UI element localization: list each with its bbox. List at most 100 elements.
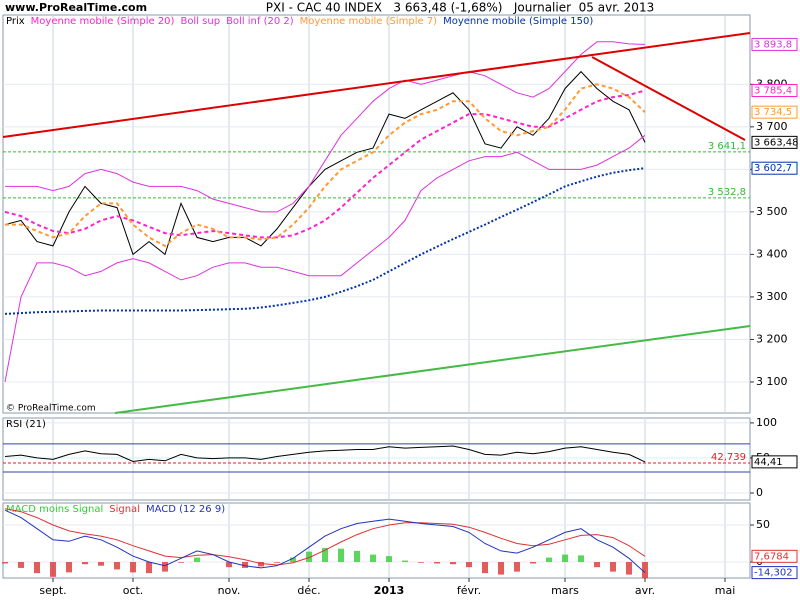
level-label: 42,739 [711, 452, 746, 463]
histogram-bar [482, 562, 488, 574]
value-label: 7,6784 [754, 551, 789, 562]
trend-line [591, 56, 746, 141]
legend-entry: Moyenne mobile (Simple 7) [300, 16, 438, 27]
y-tick-label: 3 400 [756, 247, 788, 260]
histogram-bar [642, 562, 648, 579]
panel [2, 502, 751, 579]
histogram-bar [274, 562, 280, 563]
y-tick-label: 3 300 [756, 290, 788, 303]
x-tick-label: sept. [39, 584, 66, 597]
page-title: PXI - CAC 40 INDEX 3 663,48 (-1,68%) Jou… [266, 1, 654, 15]
histogram-bar [2, 562, 8, 564]
histogram-bar [402, 560, 408, 563]
histogram-bar [98, 562, 104, 566]
histogram-bar [306, 551, 312, 563]
y-tick-label: 0 [756, 486, 763, 499]
histogram-bar [434, 562, 440, 564]
panel [2, 14, 751, 414]
x-tick-label: mars [551, 584, 579, 597]
copyright: © ProRealTime.com [6, 404, 96, 414]
series-line [4, 445, 646, 463]
histogram-bar [386, 556, 392, 563]
histogram-bar [450, 562, 456, 565]
x-tick-label: 2013 [374, 584, 405, 597]
legend-entry: Boll sup [180, 16, 220, 27]
histogram-bar [162, 562, 168, 572]
y-tick-label: 3 100 [756, 375, 788, 388]
legend-entry: Prix [6, 16, 25, 27]
value-label: 3 893,8 [754, 39, 792, 50]
value-label: 3 785,4 [754, 86, 792, 97]
series-line [5, 41, 646, 213]
value-label-box [751, 455, 798, 469]
histogram-bar [18, 562, 24, 568]
value-label-box [751, 105, 798, 119]
value-label: -14,302 [754, 568, 793, 579]
histogram-bar [34, 562, 40, 574]
histogram-bar [514, 562, 520, 572]
y-tick-label: 3 500 [756, 205, 788, 218]
level-label: 3 532,8 [708, 187, 746, 198]
histogram-bar [530, 562, 536, 564]
histogram-bar [178, 562, 184, 563]
histogram-bar [418, 562, 424, 563]
x-tick-label: oct. [123, 584, 144, 597]
value-label: 44,41 [754, 457, 783, 468]
watermark: www.ProRealTime.com [5, 1, 147, 14]
legend-entry: MACD (12 26 9) [146, 504, 225, 515]
y-tick-label: 100 [756, 416, 777, 429]
histogram-bar [610, 562, 616, 572]
histogram-bar [194, 557, 200, 563]
histogram-bar [370, 554, 376, 563]
histogram-bar [146, 562, 152, 574]
value-label-box [751, 566, 798, 580]
y-tick-label: 3 200 [756, 332, 788, 345]
series-line [5, 83, 646, 248]
legend-entry: MACD moins Signal [6, 504, 103, 515]
trend-line [114, 325, 751, 414]
histogram-bar [562, 554, 568, 563]
histogram-bar [82, 562, 88, 565]
x-tick-label: déc. [297, 584, 320, 597]
histogram-bar [322, 547, 328, 563]
series-line [4, 89, 646, 239]
histogram-bar [466, 562, 472, 568]
histogram-bar [66, 562, 72, 573]
value-label-box [751, 135, 798, 149]
histogram-bar [290, 557, 296, 563]
legend-entry: Signal [109, 504, 140, 515]
histogram-bar [578, 555, 584, 563]
histogram-bar [258, 562, 264, 567]
histogram-bar [546, 557, 552, 563]
y-tick-label: 3 700 [756, 120, 788, 133]
histogram-bar [130, 562, 136, 573]
x-tick-label: avr. [635, 584, 655, 597]
x-tick-label: nov. [218, 584, 241, 597]
value-label: 3 734,5 [754, 107, 792, 118]
series-line [4, 509, 646, 573]
histogram-bar [50, 562, 56, 577]
histogram-bar [626, 562, 632, 575]
x-tick-label: févr. [457, 584, 481, 597]
series-line [4, 134, 646, 383]
value-label-box [751, 84, 798, 98]
value-label-box [751, 549, 798, 563]
y-tick-label: 50 [756, 518, 770, 531]
value-label-box [751, 37, 798, 51]
histogram-bar [226, 562, 232, 568]
legend-entry: Boll inf (20 2) [226, 16, 294, 27]
value-label: 3 663,48 [754, 137, 799, 148]
value-label-box [751, 161, 798, 175]
histogram-bar [354, 550, 360, 563]
value-label: 3 602,7 [754, 163, 792, 174]
x-tick-label: mai [715, 584, 736, 597]
legend-entry: Moyenne mobile (Simple 150) [443, 16, 593, 27]
trend-line [2, 32, 751, 138]
panel-title: RSI (21) [6, 419, 46, 430]
histogram-bar [594, 562, 600, 568]
legend-entry: Moyenne mobile (Simple 20) [31, 16, 175, 27]
histogram-bar [338, 548, 344, 563]
histogram-bar [498, 562, 504, 575]
